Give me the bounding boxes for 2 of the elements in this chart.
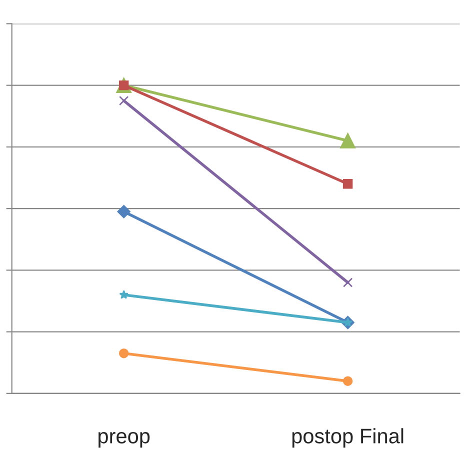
x-tick-label: preop — [98, 432, 150, 448]
x-tick-label: postop Final — [292, 428, 404, 448]
